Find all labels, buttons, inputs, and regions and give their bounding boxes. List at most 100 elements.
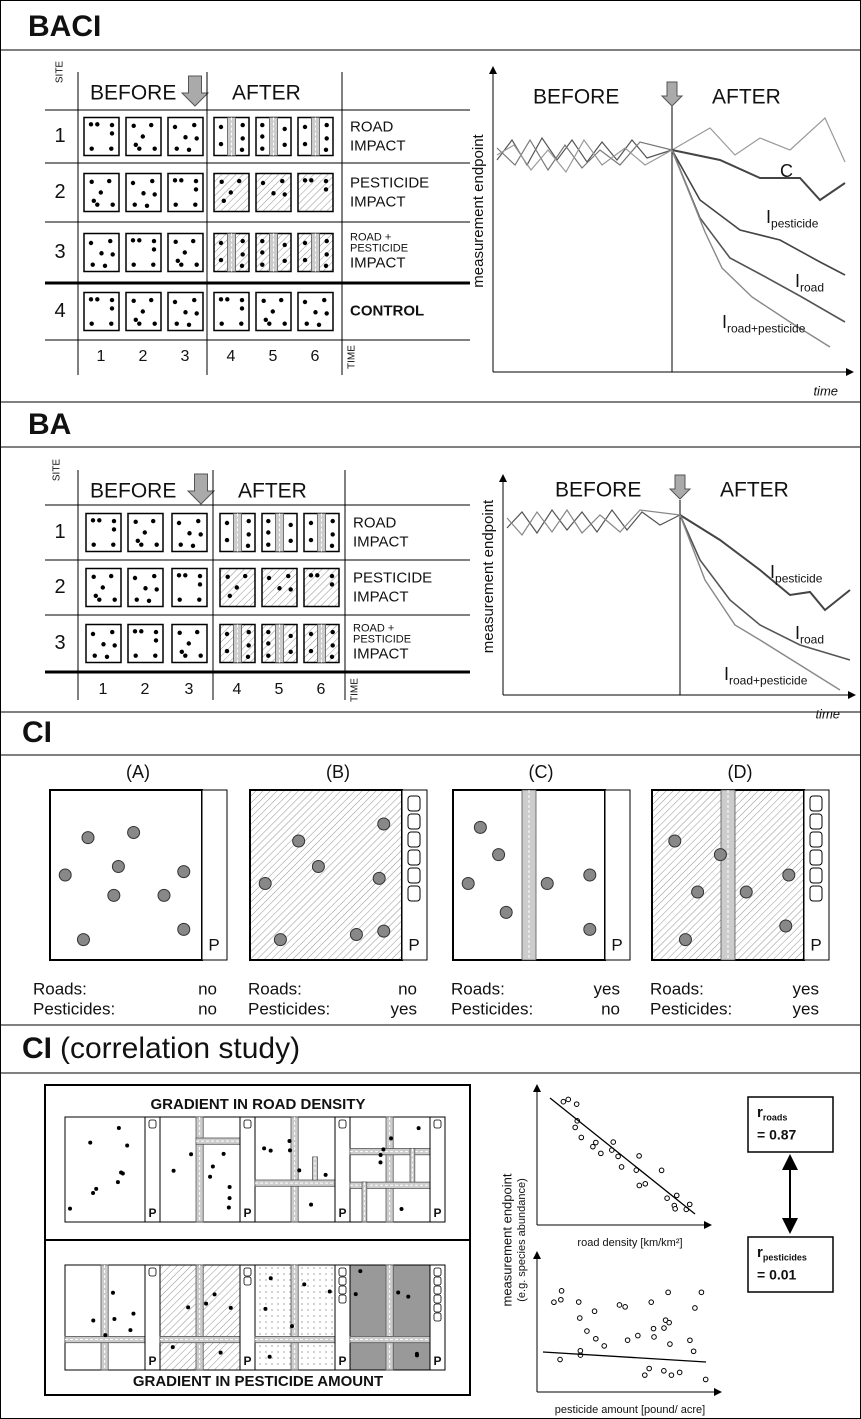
dot	[331, 630, 335, 634]
curve-label-sub: pesticide	[775, 571, 823, 585]
dot	[328, 1289, 332, 1293]
dot	[103, 264, 107, 268]
dot	[283, 321, 287, 325]
scatter-point	[561, 1099, 566, 1104]
row-label: PESTICIDE	[350, 242, 408, 254]
dot	[195, 311, 199, 315]
after-label: AFTER	[720, 479, 789, 502]
roads-label: Roads:	[33, 979, 87, 998]
dot	[389, 1136, 393, 1140]
scatter-point	[602, 1344, 607, 1349]
dot	[247, 643, 251, 647]
dot	[108, 239, 112, 243]
dot	[99, 251, 103, 255]
dot	[225, 649, 229, 653]
canister	[810, 850, 822, 865]
x-axis-label: road density [km/km²]	[577, 1237, 682, 1249]
dot	[225, 297, 229, 301]
dot	[133, 629, 137, 633]
dot	[241, 239, 245, 243]
dot	[309, 538, 313, 542]
curve-label-sub: road+pesticide	[729, 673, 808, 687]
scatter-point	[687, 1202, 692, 1207]
dot	[192, 298, 196, 302]
curve-label: C	[780, 161, 793, 181]
r-symbol-sub: pesticides	[763, 1253, 807, 1263]
p-label: P	[208, 935, 219, 954]
section-title: BACI	[28, 10, 101, 43]
dot	[172, 1169, 176, 1173]
dot	[91, 1191, 95, 1195]
dot	[110, 306, 114, 310]
dot	[116, 1180, 120, 1184]
p-label: P	[148, 1354, 156, 1368]
dot	[91, 518, 95, 522]
dot	[197, 597, 201, 601]
time-number: 5	[269, 348, 278, 365]
dot	[330, 582, 334, 586]
dot	[325, 136, 329, 140]
scatter-point	[677, 1370, 682, 1375]
row-label: PESTICIDE	[353, 569, 432, 586]
canister	[339, 1286, 346, 1294]
dot	[178, 597, 182, 601]
curve	[507, 510, 680, 535]
time-number: 1	[97, 348, 106, 365]
organism	[378, 818, 390, 830]
time-number: 2	[139, 348, 148, 365]
dot	[192, 123, 196, 127]
scatter-point	[637, 1154, 642, 1159]
dot	[193, 202, 197, 206]
dot	[131, 238, 135, 242]
panel-id: (A)	[126, 762, 150, 782]
dot	[191, 239, 195, 243]
organism	[293, 835, 305, 847]
dot	[95, 202, 99, 206]
site-number: 2	[54, 181, 65, 203]
time-number: 4	[227, 348, 236, 365]
dot	[222, 1152, 226, 1156]
time-number: 6	[317, 681, 326, 698]
dot	[302, 1282, 306, 1286]
dot	[198, 582, 202, 586]
curve-label: Iroad	[795, 623, 824, 647]
p-label: P	[243, 1354, 251, 1368]
dot	[103, 1333, 107, 1337]
dot	[141, 134, 145, 138]
curve-label-sub: road	[800, 632, 824, 646]
scatter-point	[585, 1329, 590, 1334]
organism	[584, 923, 596, 935]
scatter-point	[673, 1207, 678, 1212]
p-label: P	[433, 1354, 441, 1368]
scatter-point	[577, 1316, 582, 1321]
canister	[149, 1268, 156, 1276]
dot	[93, 653, 97, 657]
dot	[240, 264, 244, 268]
dot	[194, 179, 198, 183]
dot	[235, 585, 239, 589]
dot	[111, 1291, 115, 1295]
dot	[101, 585, 105, 589]
canister	[810, 868, 822, 883]
site-number: 4	[54, 300, 65, 322]
dot	[331, 532, 335, 536]
dot	[219, 241, 223, 245]
dot	[110, 630, 114, 634]
dot	[325, 239, 329, 243]
curve	[672, 150, 845, 322]
dot	[131, 1312, 135, 1316]
curve	[672, 150, 845, 200]
dot	[330, 574, 334, 578]
section-title-bold: CI	[22, 1032, 52, 1065]
dot	[180, 650, 184, 654]
dot	[309, 632, 313, 636]
dot	[219, 125, 223, 129]
dot	[95, 297, 99, 301]
p-label: P	[408, 935, 419, 954]
pesticides-label: Pesticides:	[650, 999, 732, 1018]
dot	[196, 519, 200, 523]
dot	[141, 191, 145, 195]
dot	[303, 300, 307, 304]
dot	[89, 297, 93, 301]
dot	[174, 240, 178, 244]
